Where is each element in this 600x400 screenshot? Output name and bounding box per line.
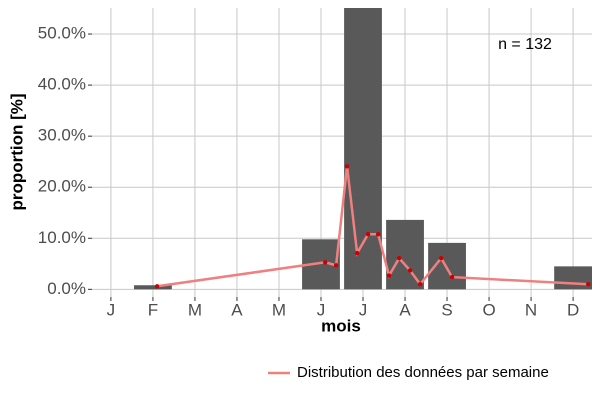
bar <box>344 8 382 290</box>
x-tick-label: M <box>272 300 286 319</box>
y-tick-label: 50.0% <box>38 24 86 43</box>
plot-area <box>92 8 592 297</box>
annotation: n = 132 <box>498 36 552 53</box>
point <box>417 282 423 287</box>
x-tick-label: A <box>399 300 411 319</box>
point <box>333 263 339 268</box>
x-tick-label: D <box>567 300 579 319</box>
point <box>375 231 381 237</box>
x-tick-label: J <box>317 300 326 319</box>
bar <box>134 285 172 290</box>
point <box>449 274 455 280</box>
y-tick-label: 20.0% <box>38 177 86 196</box>
point <box>438 255 444 261</box>
bar <box>554 266 592 290</box>
point <box>396 255 402 261</box>
y-tick-label: 0.0% <box>47 279 86 298</box>
x-tick-label: J <box>107 300 116 319</box>
point <box>354 250 360 256</box>
x-tick-label: N <box>525 300 537 319</box>
point <box>322 260 328 265</box>
point <box>154 284 160 289</box>
x-tick-label: M <box>188 300 202 319</box>
point <box>586 282 591 287</box>
point <box>386 273 392 278</box>
x-axis-label: mois <box>321 316 361 335</box>
x-tick-label: S <box>441 300 452 319</box>
point <box>344 164 350 169</box>
x-tick-label: O <box>482 300 495 319</box>
point <box>365 231 371 237</box>
x-tick-label: A <box>231 300 243 319</box>
y-axis-label: proportion [%] <box>7 93 26 210</box>
y-tick-label: 40.0% <box>38 75 86 94</box>
legend-label: Distribution des données par semaine <box>297 364 549 381</box>
y-tick-label: 30.0% <box>38 126 86 145</box>
bar <box>386 219 424 290</box>
x-tick-label: F <box>148 300 158 319</box>
y-tick-label: 10.0% <box>38 228 86 247</box>
point <box>407 268 413 273</box>
x-tick-label: J <box>359 300 368 319</box>
line <box>156 166 589 288</box>
